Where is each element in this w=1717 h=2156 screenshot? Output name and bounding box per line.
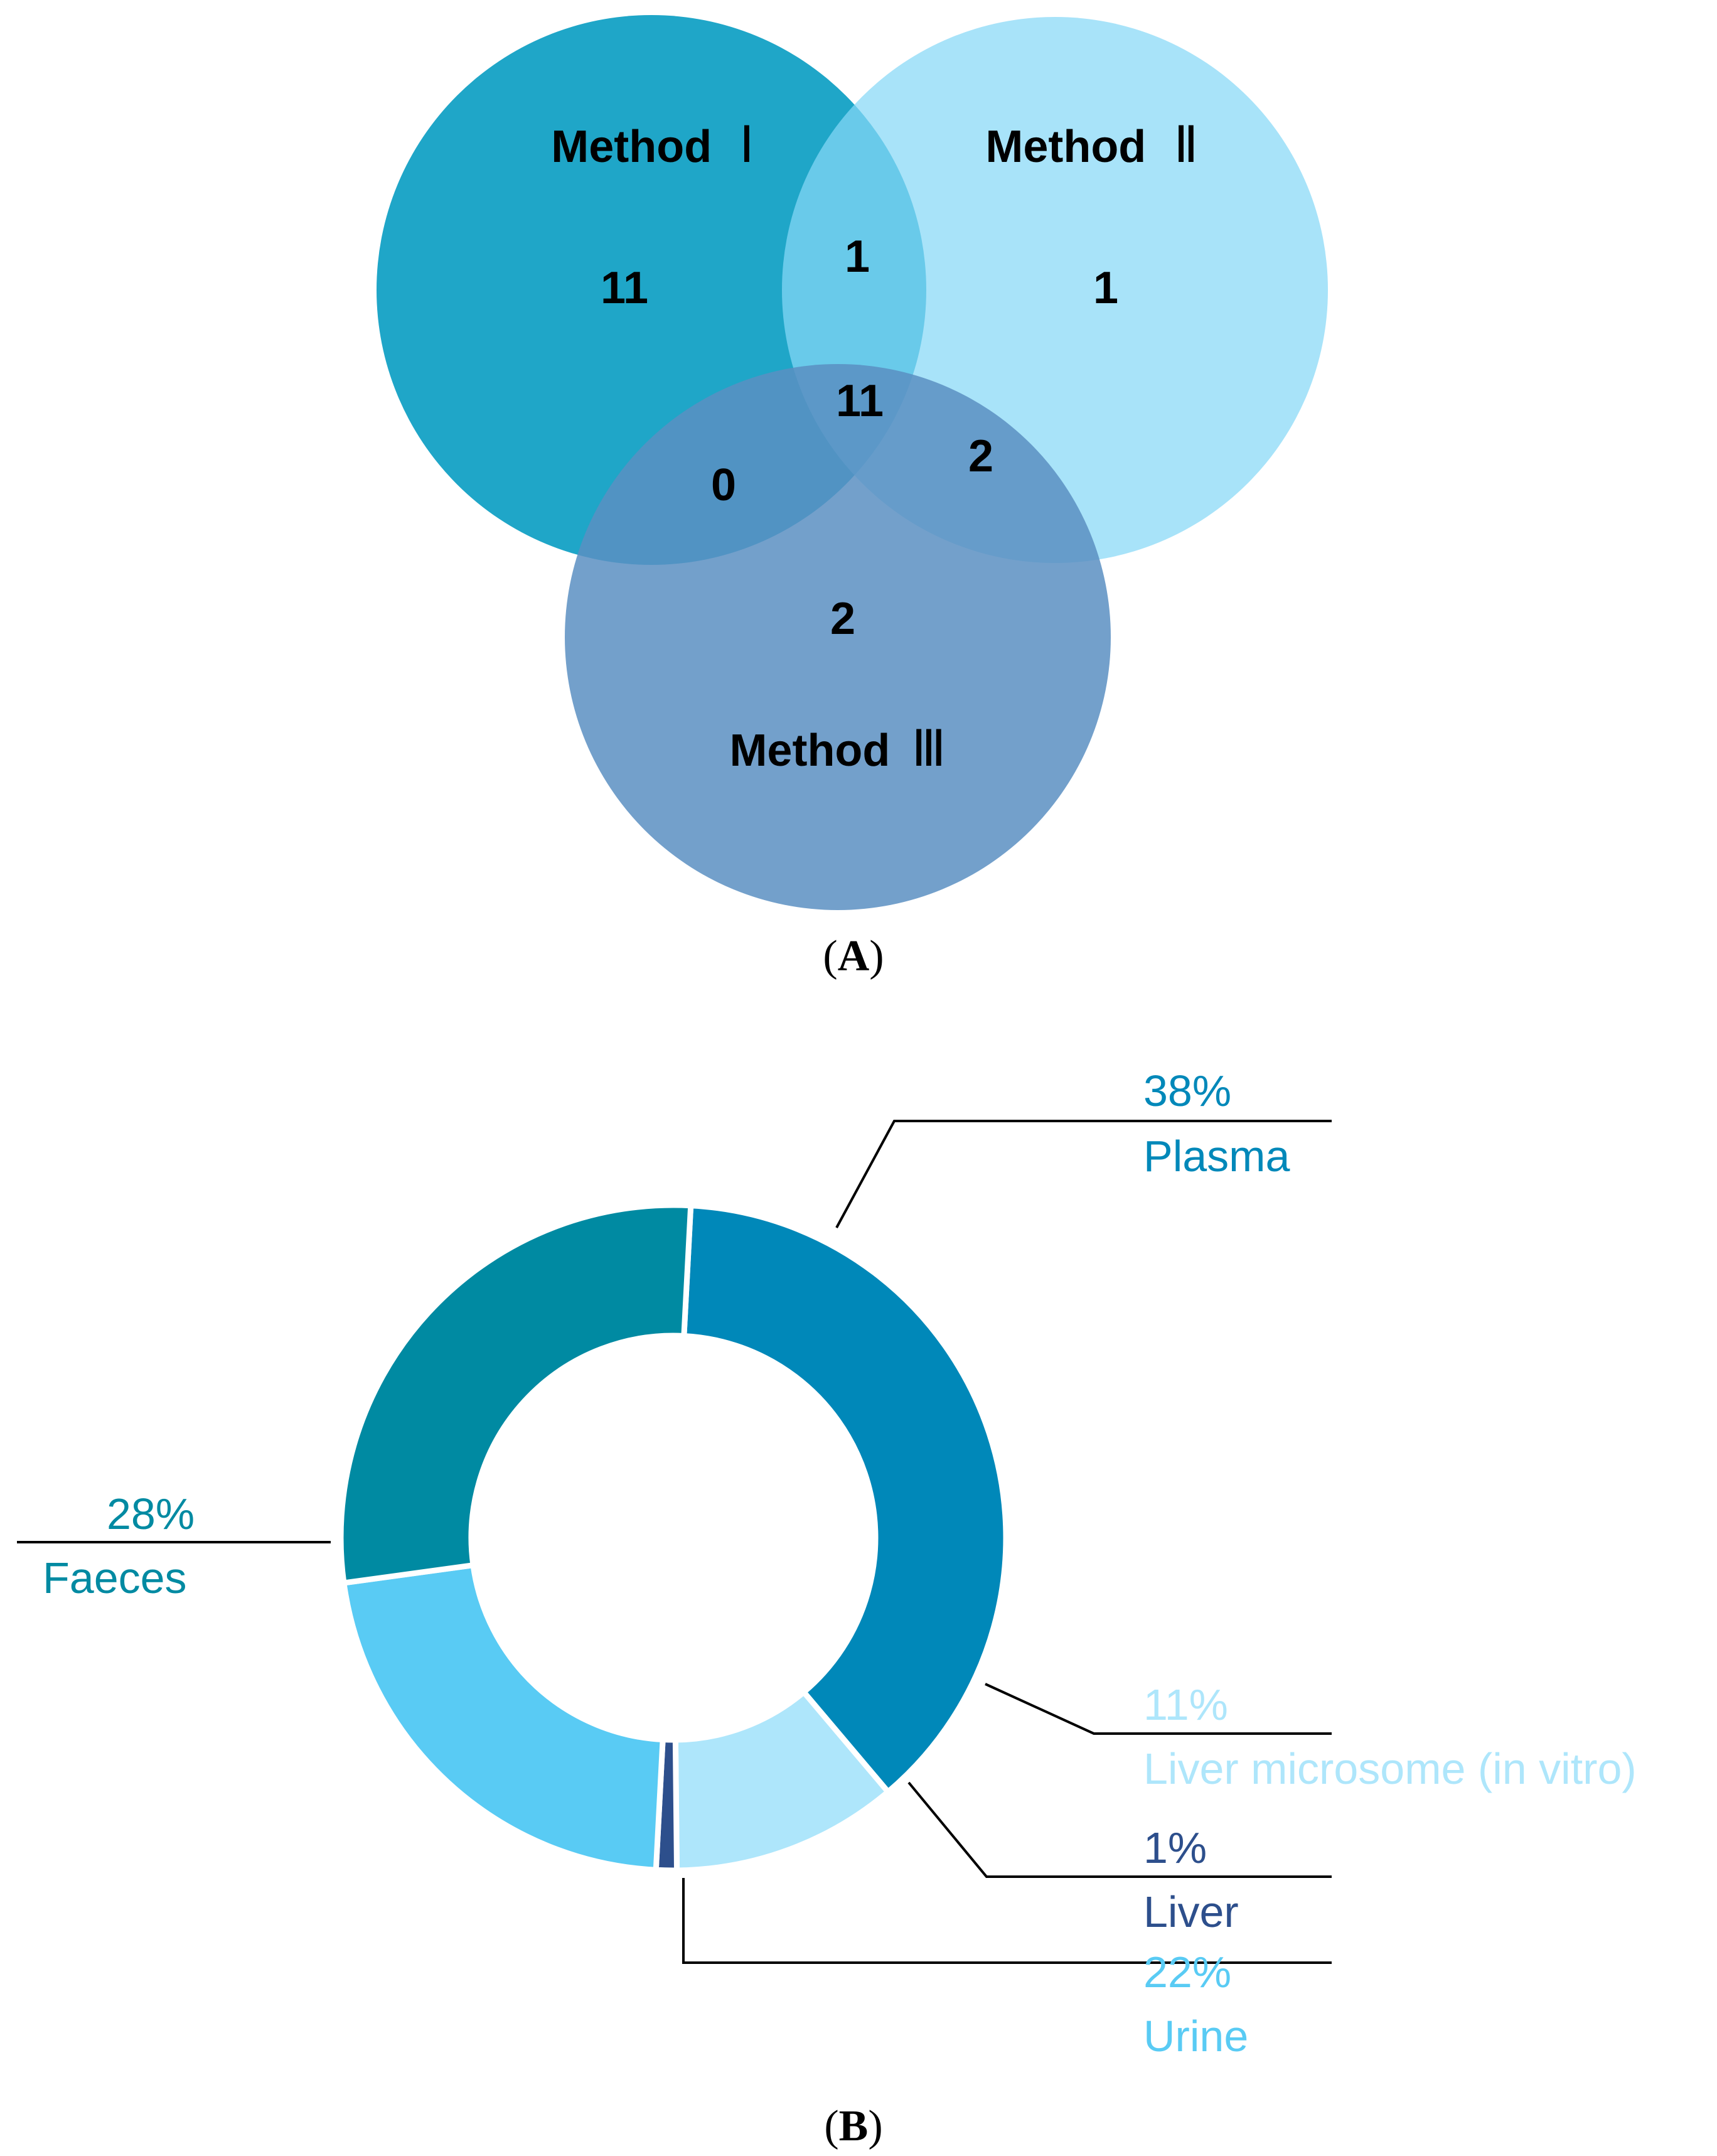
leader-line-urine <box>682 1878 1332 1964</box>
venn-count-1-3: 0 <box>711 460 736 510</box>
slice-label-liver-name: Liver <box>1143 1887 1239 1936</box>
donut-slice-liver-microsome-in-vitro <box>672 1688 892 1874</box>
donut-slice-faeces <box>338 1202 694 1586</box>
panel-label-a: (A) <box>823 932 884 980</box>
venn-count-2-3: 2 <box>968 431 993 481</box>
venn-set-title-2: Method Ⅱ <box>985 118 1198 173</box>
venn-diagram: Method Ⅰ Method Ⅱ Method Ⅲ 11 1 2 1 0 2 … <box>377 15 1328 910</box>
slice-label-liver-microsome-pct: 11% <box>1143 1680 1228 1729</box>
venn-set-title-1: Method Ⅰ <box>551 118 754 173</box>
donut-slice-urine <box>340 1562 666 1874</box>
donut-labels: 38% Plasma 11% Liver microsome (in vitro… <box>43 1066 1637 2061</box>
slice-label-plasma-name: Plasma <box>1143 1132 1290 1181</box>
slice-label-liver-pct: 1% <box>1143 1823 1207 1872</box>
venn-circle-method-3 <box>565 364 1111 910</box>
slice-label-plasma-pct: 38% <box>1143 1066 1231 1115</box>
venn-count-only-3: 2 <box>830 594 855 644</box>
slice-label-faeces-pct: 28% <box>107 1489 195 1538</box>
leader-line-plasma <box>835 1120 1332 1228</box>
donut-slice-plasma <box>681 1202 1009 1796</box>
donut-leader-lines <box>17 1120 1332 1964</box>
slice-label-urine-pct: 22% <box>1143 1948 1231 1997</box>
venn-count-only-1: 11 <box>601 263 648 313</box>
slice-label-liver-microsome-name: Liver microsome (in vitro) <box>1143 1744 1637 1793</box>
panel-label-b: (B) <box>824 2102 882 2150</box>
slice-label-faeces-name: Faeces <box>43 1553 187 1602</box>
venn-count-1-2: 1 <box>845 232 870 282</box>
slice-label-urine-name: Urine <box>1143 2012 1248 2061</box>
venn-set-title-3: Method Ⅲ <box>729 722 946 777</box>
leader-line-liver-microsome <box>985 1683 1332 1735</box>
venn-count-only-2: 1 <box>1093 263 1118 313</box>
donut-chart <box>338 1202 1009 1874</box>
venn-count-1-2-3: 11 <box>836 376 884 426</box>
leader-line-liver <box>907 1781 1332 1878</box>
